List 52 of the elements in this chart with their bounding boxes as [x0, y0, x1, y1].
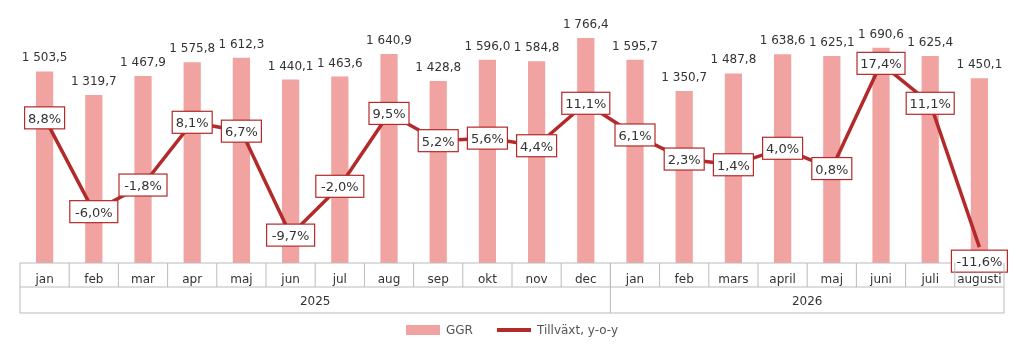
data-label: 1 463,6	[316, 55, 363, 70]
data-label: -6,0%	[74, 204, 113, 220]
x-tick-label: sep	[427, 272, 449, 286]
data-label: -2,0%	[320, 179, 359, 195]
data-label: 1 428,8	[415, 60, 462, 74]
x-tick-label: augusti	[957, 272, 1002, 286]
text: 2025	[299, 294, 331, 308]
legend-label: GGR	[445, 323, 473, 337]
x-tick-label: apr	[182, 272, 203, 286]
data-label: -11,6%	[956, 254, 1003, 270]
x-tick-label: jan	[624, 272, 645, 286]
data-label: 1 440,1	[267, 58, 314, 73]
data-label: 1 350,7	[661, 69, 708, 84]
x-tick-label: april	[769, 272, 796, 286]
data-label: 17,4%	[860, 56, 902, 72]
data-label: -9,7%	[271, 228, 310, 244]
text: 2026	[791, 294, 823, 308]
data-label: 1 625,4	[907, 34, 954, 49]
data-label: 1 503,5	[21, 50, 68, 65]
data-label: 1 690,6	[858, 26, 904, 41]
data-label: 11,1%	[565, 96, 607, 112]
x-tick-label: juni	[869, 272, 892, 286]
x-tick-label: okt	[477, 272, 498, 286]
x-tick-label: nov	[525, 272, 548, 286]
data-label: 1 575,8	[169, 41, 216, 56]
data-label: 11,1%	[909, 96, 951, 112]
x-tick-label: aug	[377, 272, 401, 286]
data-label: 1 319,7	[70, 73, 117, 88]
data-label: 1 584,8	[513, 40, 560, 55]
x-tick-label: maj	[230, 272, 253, 286]
data-label: 1 638,6	[759, 33, 806, 48]
x-tick-label: jan	[34, 272, 54, 286]
data-label: 1 766,4	[562, 17, 609, 31]
data-label: 1 450,1	[956, 57, 1003, 72]
x-tick-label: mar	[131, 272, 156, 286]
data-label: 1 625,1	[808, 35, 855, 49]
data-label: 1 595,7	[612, 38, 658, 53]
legend-label: Tillväxt, y-o-y	[536, 323, 619, 337]
data-label: -1,8%	[124, 178, 162, 194]
data-label: 1 596,0	[464, 38, 511, 53]
x-tick-label: mars	[718, 272, 749, 286]
x-tick-label: juli	[920, 272, 939, 286]
data-label: 1 612,3	[218, 36, 265, 51]
data-label: 1 640,9	[366, 32, 412, 47]
x-tick-label: maj	[820, 272, 843, 286]
x-tick-label: jun	[280, 272, 300, 286]
x-tick-label: feb	[674, 272, 694, 286]
x-tick-label: jul	[331, 272, 347, 286]
data-label: 1 467,9	[120, 55, 166, 70]
x-tick-label: feb	[84, 272, 104, 286]
x-tick-label: dec	[575, 272, 597, 286]
data-label: 1 487,8	[710, 52, 757, 67]
